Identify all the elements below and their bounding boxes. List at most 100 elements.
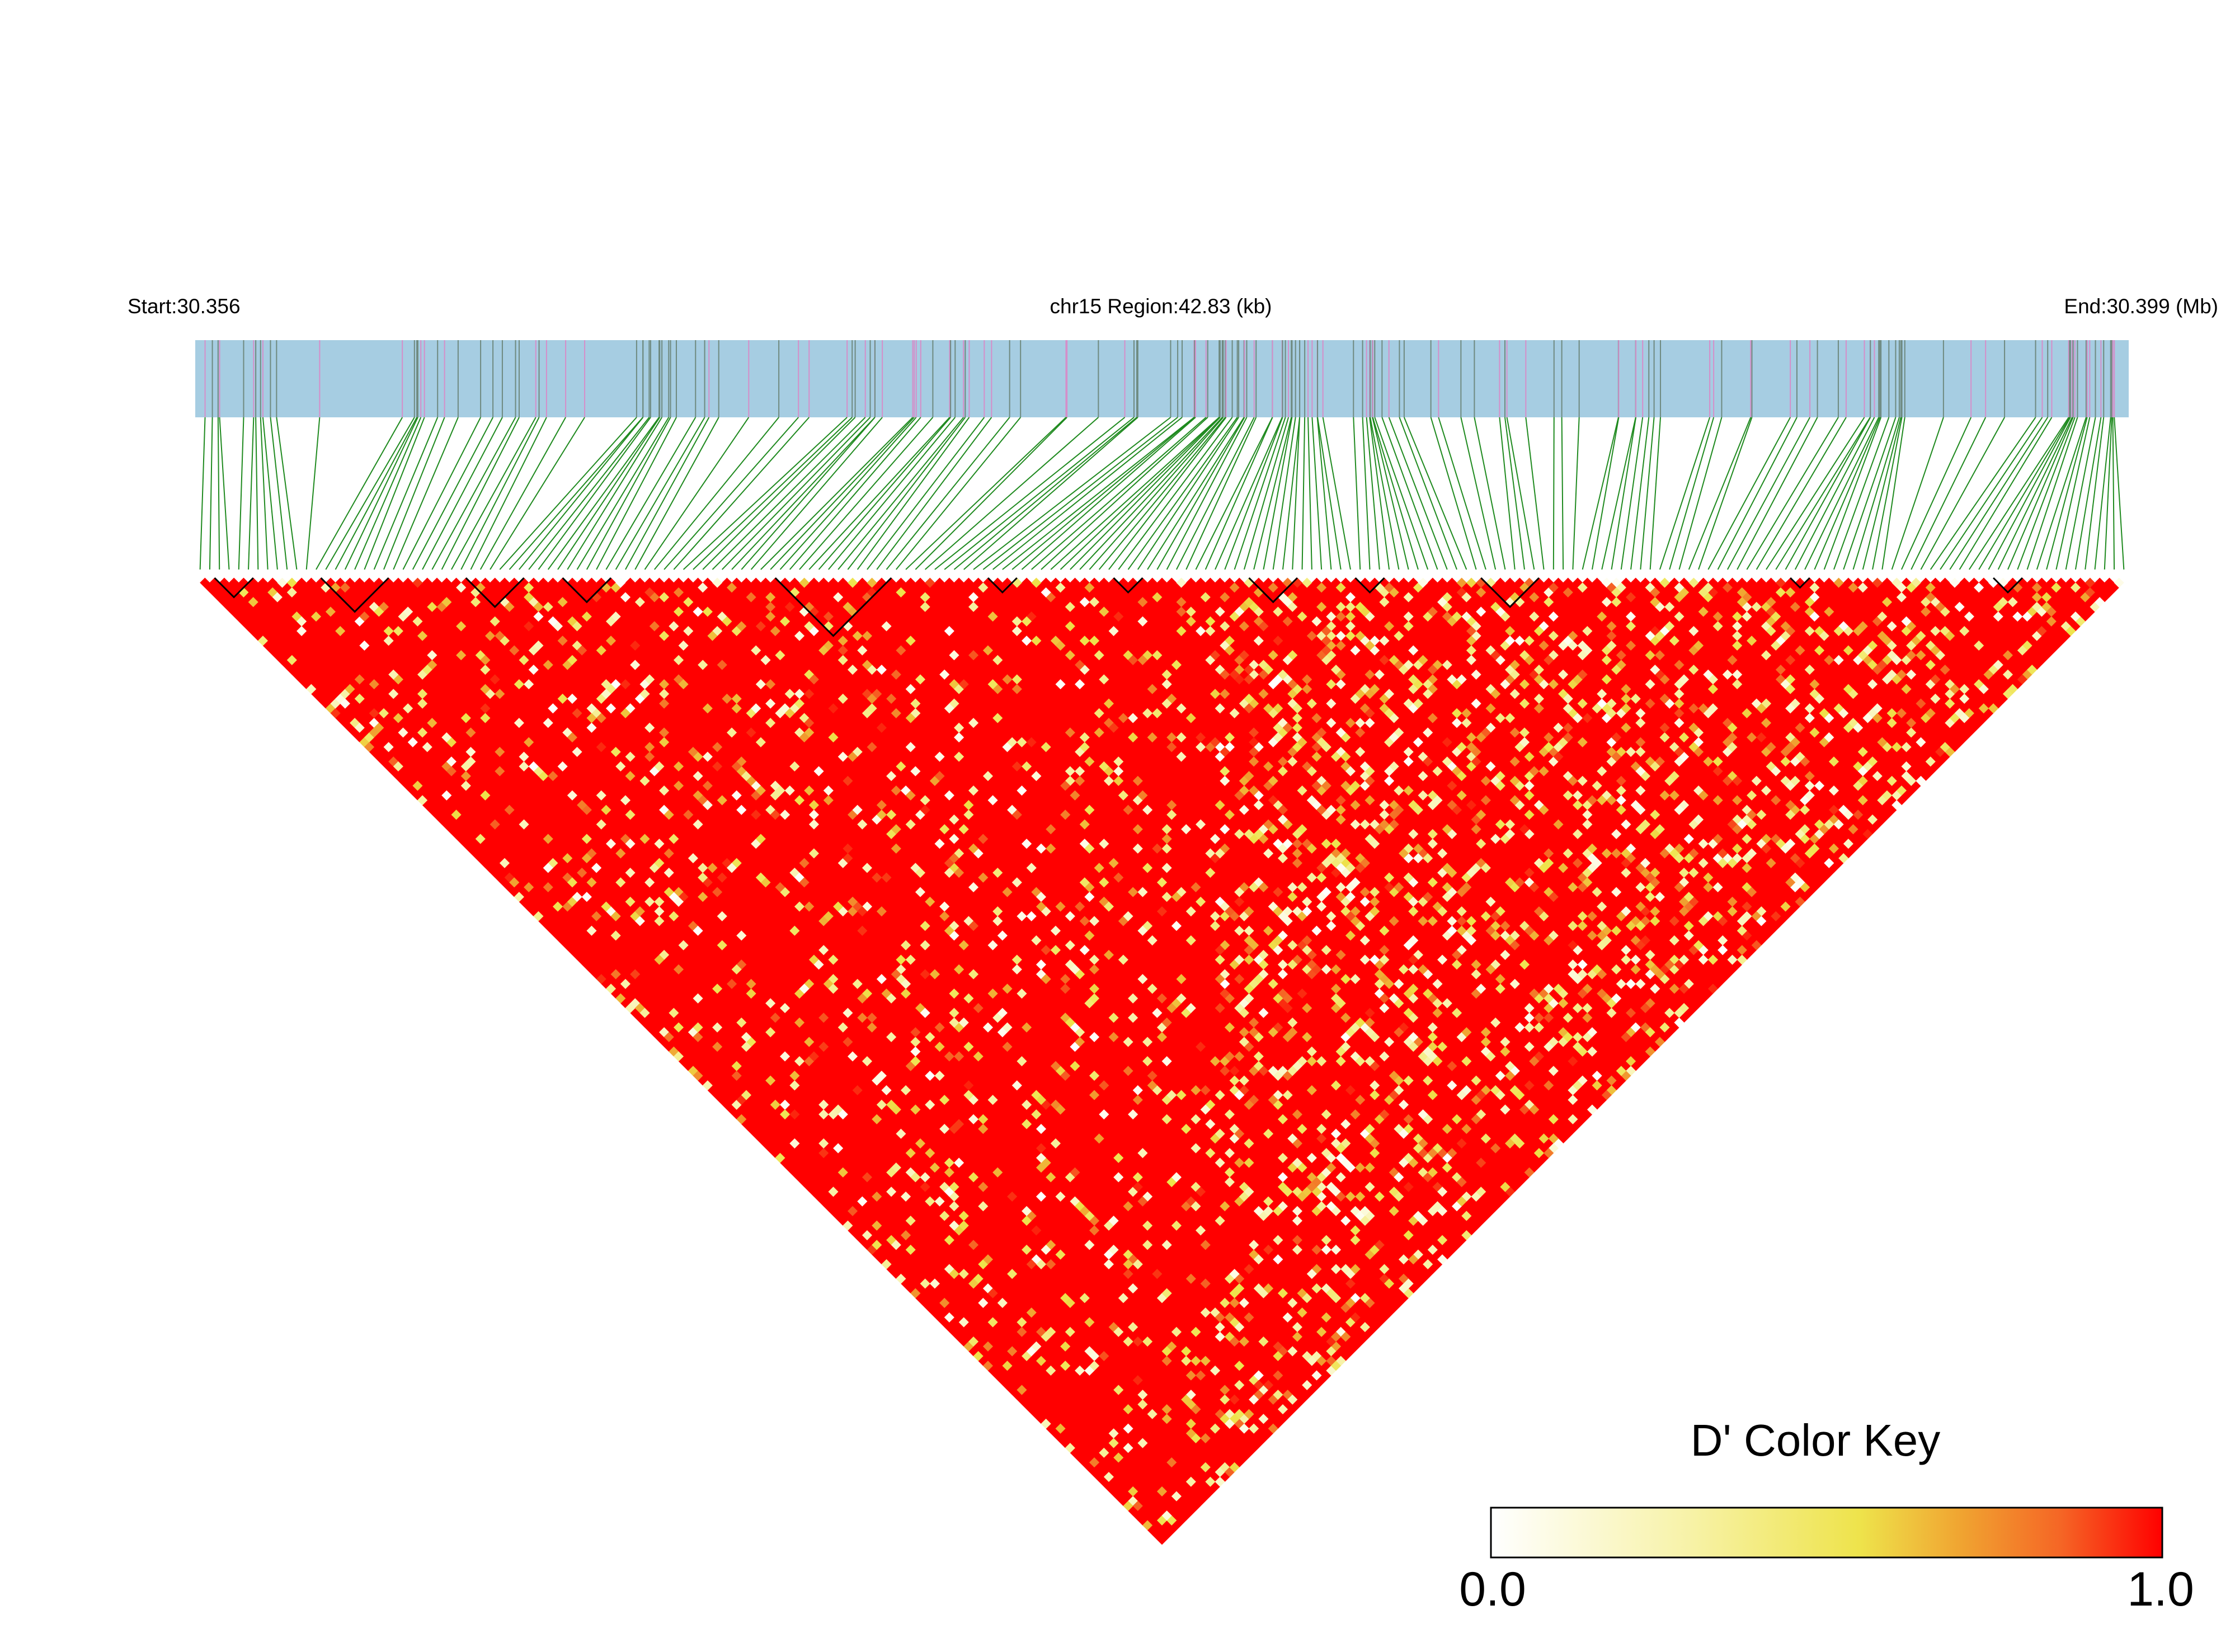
ld-cell-set (886, 611, 1936, 1173)
ld-cell-set (1732, 809, 1757, 835)
snp-connector (547, 417, 660, 570)
snp-connector (886, 417, 1010, 570)
ld-cell-set (1427, 1148, 1438, 1159)
ld-cell-set (1471, 756, 1743, 786)
snp-connector (615, 417, 705, 570)
ld-cell-set (1210, 625, 2047, 1168)
ld-cell-set (1161, 1288, 1172, 1298)
haplotype-block-outline (214, 577, 254, 599)
ld-cell-set (1176, 597, 2057, 617)
ld-cell-set (1031, 800, 1578, 1236)
ld-cell-set (460, 606, 1467, 782)
snp-connector (2085, 417, 2105, 570)
ld-cell-set (1456, 925, 1467, 936)
snp-connector (1611, 417, 1637, 570)
ld-cell-set (369, 679, 1259, 1309)
snp-connector (741, 417, 876, 570)
snp-connector (402, 417, 481, 570)
snp-connector (1438, 417, 1486, 570)
snp-connector (992, 417, 1183, 570)
ld-cell-set (330, 708, 1781, 921)
snp-connector (538, 417, 651, 570)
snp-connector (1940, 417, 2043, 570)
ld-cell-set (837, 645, 1864, 1076)
ld-cell-set (1094, 606, 1709, 1366)
snp-connector (1399, 417, 1457, 570)
ld-cell-set (1901, 616, 1912, 627)
ld-cell-set (1674, 853, 1685, 864)
ld-cell-set (1244, 630, 1699, 878)
ld-cell-set (726, 727, 1685, 1226)
ld-cell-set (1079, 732, 1583, 1357)
ld-cell-set (804, 587, 2095, 1071)
ld-cell-set (1065, 911, 1264, 1362)
snp-connector (750, 417, 883, 570)
snp-connector (586, 417, 671, 570)
snp-connector (1369, 417, 1390, 570)
ld-cell-set (1302, 698, 1926, 1004)
snp-connector (2112, 417, 2115, 570)
region-track-bar (195, 340, 2129, 417)
haplotype-block-outline (1993, 577, 2023, 594)
snp-connector (1079, 417, 1223, 570)
ld-cell-set (412, 616, 1738, 830)
snp-connector (1640, 417, 1655, 570)
snp-connector (789, 417, 921, 570)
start-position-label: Start:30.356 (128, 295, 241, 318)
ld-cell-set (634, 718, 1849, 926)
haplotype-block-outline (1790, 577, 1810, 589)
ld-cell-set (717, 872, 1651, 1202)
ld-cell-set (1249, 621, 1941, 921)
ld-cell-set (533, 611, 1626, 1062)
snp-connector (1688, 417, 1752, 570)
snp-connector (2065, 417, 2096, 570)
snp-connector (1649, 417, 1662, 570)
ld-cell-set (770, 655, 1554, 820)
snp-connector (1862, 417, 1902, 570)
snp-connector (490, 417, 585, 570)
haplotype-block-group (214, 577, 2023, 637)
snp-connector (567, 417, 663, 570)
snp-connector (1978, 417, 2071, 570)
ld-cell-set (808, 679, 1878, 1424)
snp-connector (1381, 417, 1438, 570)
snp-connector (412, 417, 493, 570)
ld-cell-set (572, 708, 1699, 1183)
color-key-legend: D' Color Key 0.0 1.0 (1459, 1415, 2194, 1616)
snp-connector (1372, 417, 1409, 570)
snp-connector (1833, 417, 1890, 570)
snp-connector (1678, 417, 1723, 570)
snp-connector (1504, 417, 1525, 570)
snp-connector (1775, 417, 1871, 570)
ld-cell-set (1084, 693, 1631, 1207)
ld-cell-set (1224, 1042, 1467, 1477)
snp-connector (1561, 417, 1564, 570)
ld-cell-set (1099, 577, 1496, 1197)
snp-connector (1292, 417, 1301, 570)
ld-cell-set (852, 601, 2052, 1038)
snp-connector (1582, 417, 1619, 570)
ld-cell-set (659, 597, 1805, 1269)
ld-cell-set (673, 611, 1428, 975)
snp-connector (383, 417, 445, 570)
snp-connector (248, 417, 255, 570)
snp-connector (270, 417, 288, 570)
snp-connector (2007, 417, 2074, 570)
ld-cell-set (881, 592, 1772, 1135)
snp-connector (470, 417, 547, 570)
snp-connector (431, 417, 516, 570)
haplotype-block-outline (562, 577, 612, 604)
snp-connector-group (199, 417, 2125, 570)
snp-connector (1070, 417, 1221, 570)
snp-connector (982, 417, 1178, 570)
snp-connector (1307, 417, 1312, 570)
ld-cell-set (533, 601, 1588, 1212)
ld-cell-set (1060, 780, 1235, 917)
ld-cell-set (828, 703, 1873, 1192)
ld-cell-set (1335, 795, 1346, 806)
ld-cell-set (470, 587, 1641, 1337)
snp-connector (1011, 417, 1195, 570)
ld-cell-set (1297, 684, 2018, 1135)
snp-connector (2114, 417, 2125, 570)
ld-cell-group (200, 577, 2124, 1545)
